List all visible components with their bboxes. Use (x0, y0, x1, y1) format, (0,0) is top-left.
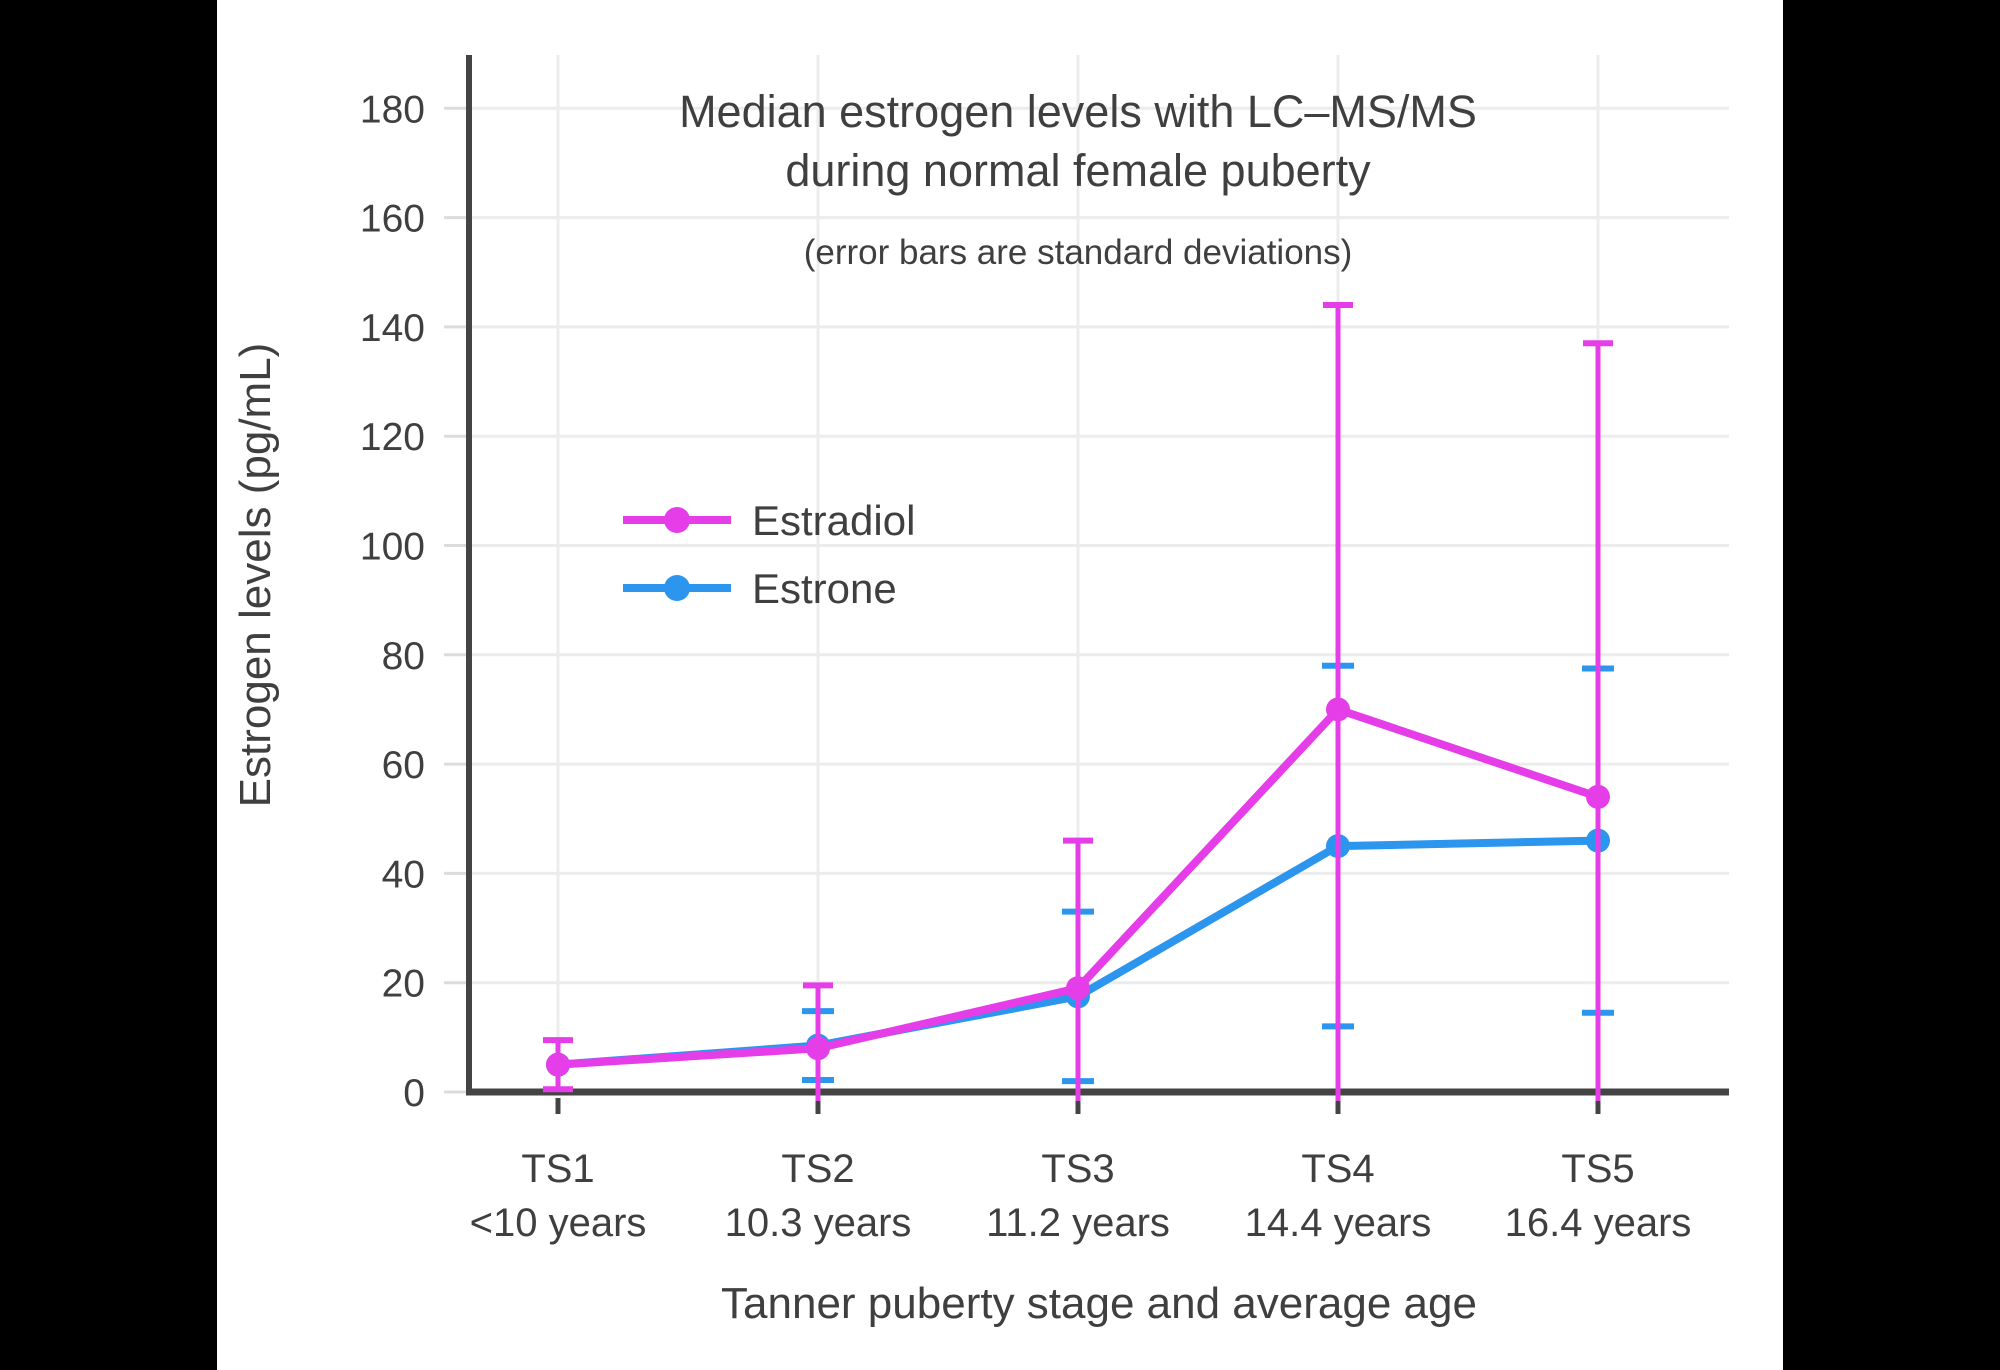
x-tick-age-label-TS5: 16.4 years (1505, 1201, 1692, 1245)
estradiol-point-TS1[interactable] (546, 1052, 570, 1077)
estradiol-legend-label: Estradiol (752, 497, 915, 544)
y-tick-label-160: 160 (360, 198, 425, 241)
legend-item-estrone[interactable]: Estrone (623, 565, 897, 612)
estrogen-line-chart: 0 20 40 60 80 100 120 140 160 180 TS1 <10 years TS2 1… (231, 55, 1729, 1328)
y-tick-label-180: 180 (360, 88, 425, 131)
x-tick-stage-label-TS5: TS5 (1561, 1147, 1634, 1191)
estradiol-legend-marker (664, 507, 690, 533)
x-tick-age-label-TS1: <10 years (470, 1201, 647, 1245)
x-tick-stage-label-TS2: TS2 (781, 1147, 854, 1191)
chart-title-line2: during normal female puberty (785, 145, 1371, 196)
right-black-bar (1783, 0, 2000, 1370)
x-tick-stage-label-TS3: TS3 (1041, 1147, 1114, 1191)
chart-panel: 0 20 40 60 80 100 120 140 160 180 TS1 <10 years TS2 1… (217, 0, 1783, 1370)
gridlines (444, 55, 1729, 1094)
y-tick-label-40: 40 (382, 853, 425, 896)
series-layer (543, 302, 1614, 1101)
estrone-legend-label: Estrone (752, 565, 897, 612)
y-tick-label-80: 80 (382, 635, 425, 678)
x-tick-stage-label-TS1: TS1 (521, 1147, 594, 1191)
estradiol-point-TS5[interactable] (1586, 784, 1610, 809)
legend: Estradiol Estrone (623, 497, 915, 612)
estrone-legend-marker (664, 575, 690, 601)
estradiol-point-TS2[interactable] (806, 1036, 830, 1061)
estradiol-point-TS3[interactable] (1066, 976, 1090, 1001)
x-tick-age-label-TS3: 11.2 years (986, 1201, 1170, 1245)
tick-labels: 0 20 40 60 80 100 120 140 160 180 TS1 <10 years TS2 1… (360, 88, 1691, 1245)
x-tick-stage-label-TS4: TS4 (1301, 1147, 1374, 1191)
chart-subtitle: (error bars are standard deviations) (804, 233, 1353, 272)
y-tick-label-100: 100 (360, 526, 425, 569)
x-axis-title: Tanner puberty stage and average age (721, 1279, 1477, 1328)
y-axis-title: Estrogen levels (pg/mL) (231, 343, 280, 808)
x-tick-age-label-TS4: 14.4 years (1245, 1201, 1432, 1245)
legend-item-estradiol[interactable]: Estradiol (623, 497, 915, 544)
y-tick-label-120: 120 (360, 416, 425, 459)
estradiol-point-TS4[interactable] (1326, 697, 1350, 722)
x-tick-age-label-TS2: 10.3 years (725, 1201, 912, 1245)
y-tick-label-0: 0 (403, 1072, 425, 1115)
y-tick-label-20: 20 (382, 963, 425, 1006)
series-estradiol (543, 302, 1613, 1101)
y-tick-label-60: 60 (382, 744, 425, 787)
chart-title-line1: Median estrogen levels with LC–MS/MS (679, 86, 1477, 137)
y-tick-label-140: 140 (360, 307, 425, 350)
left-black-bar (0, 0, 217, 1370)
